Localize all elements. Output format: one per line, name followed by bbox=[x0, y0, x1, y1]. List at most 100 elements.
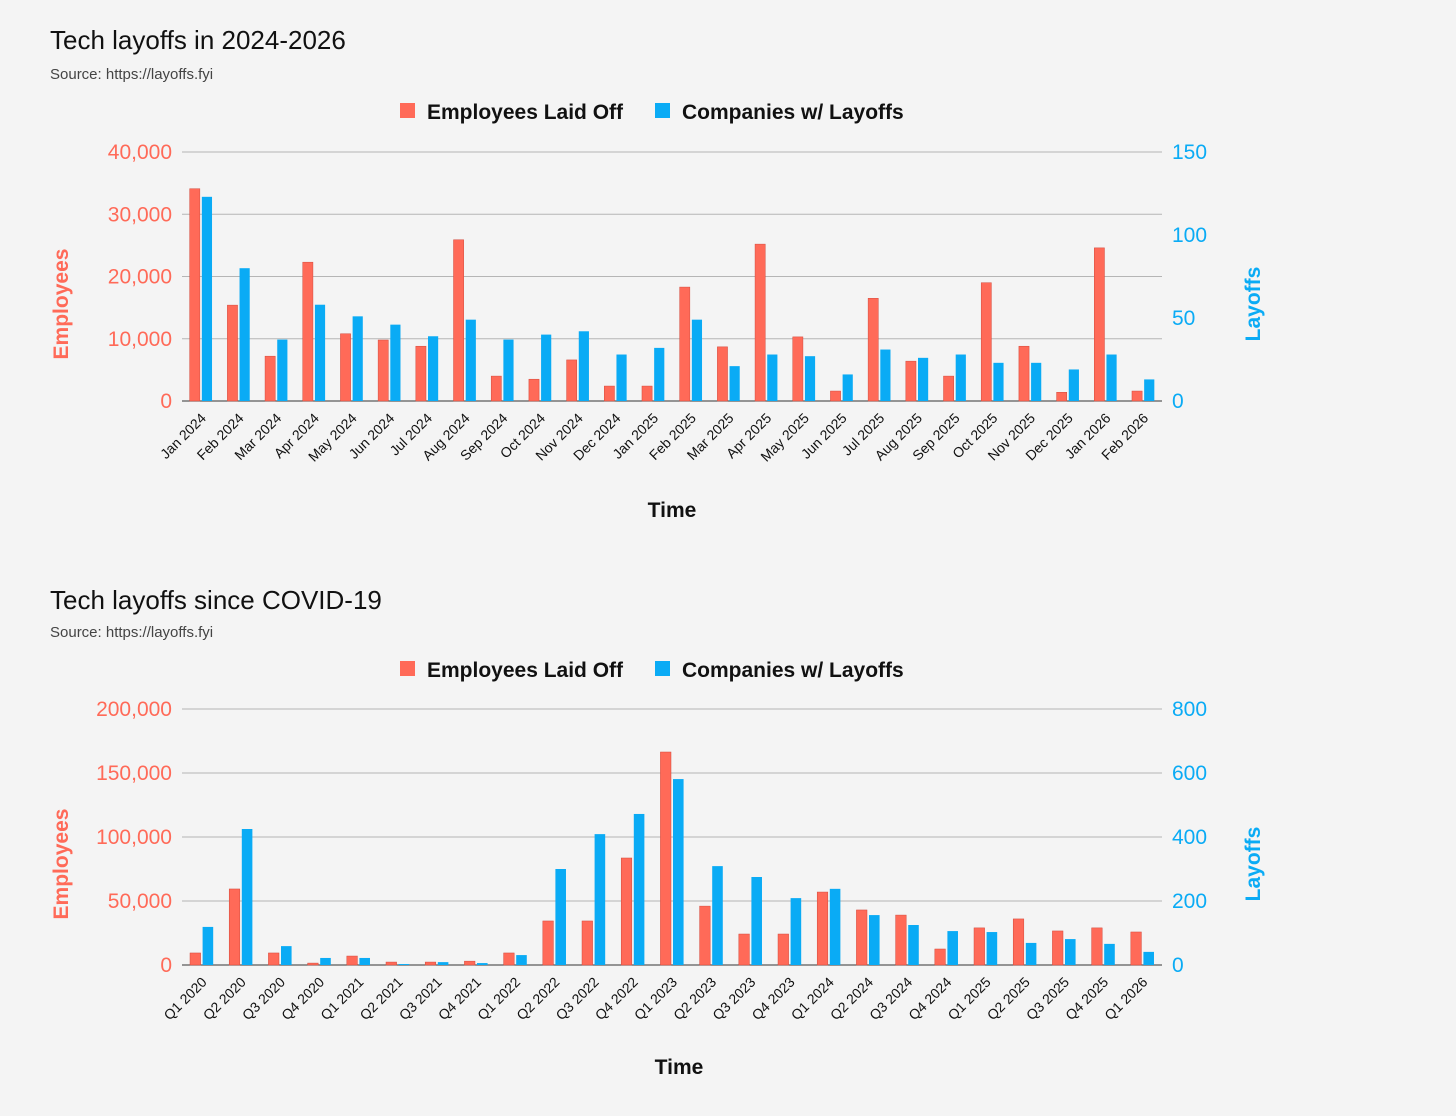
bar-companies bbox=[477, 963, 488, 965]
bar-companies bbox=[516, 955, 527, 965]
bar-employees bbox=[1094, 247, 1105, 402]
chart-2: Tech layoffs since COVID-19 Source: https… bbox=[50, 585, 1265, 1079]
bar-companies bbox=[616, 354, 627, 401]
bar-employees bbox=[816, 891, 829, 966]
bar-companies bbox=[712, 866, 723, 965]
bar-companies bbox=[1106, 354, 1117, 401]
legend-label-companies: Companies w/ Layoffs bbox=[682, 101, 904, 124]
bar-companies bbox=[673, 779, 684, 965]
bar-employees bbox=[1052, 930, 1064, 966]
bar-employees bbox=[1091, 927, 1103, 966]
bar-companies bbox=[541, 334, 552, 401]
bar-companies bbox=[1068, 369, 1079, 401]
y-tick-label: 100,000 bbox=[96, 826, 172, 849]
y2-axis-title: Layoffs bbox=[1242, 827, 1265, 902]
legend-swatch-companies bbox=[655, 103, 670, 118]
bar-employees bbox=[424, 961, 437, 966]
y-axis-title: Employees bbox=[50, 249, 73, 360]
bar-companies bbox=[986, 932, 998, 965]
bar-companies bbox=[790, 898, 802, 965]
bar-employees bbox=[980, 282, 992, 402]
bar-companies bbox=[359, 957, 370, 965]
bar-employees bbox=[1131, 390, 1143, 402]
legend: Employees Laid Off Companies w/ Layoffs bbox=[400, 659, 904, 682]
bar-employees bbox=[385, 961, 397, 966]
legend-swatch-companies bbox=[655, 661, 670, 676]
y2-tick-label: 200 bbox=[1172, 890, 1207, 913]
y-tick-label: 200,000 bbox=[96, 698, 172, 721]
bar-employees bbox=[905, 360, 917, 402]
y-tick-label: 50,000 bbox=[108, 890, 172, 913]
bar-companies bbox=[751, 877, 762, 965]
x-axis-title: Time bbox=[655, 1056, 704, 1079]
y2-axis-title: Layoffs bbox=[1242, 267, 1265, 342]
bar-employees bbox=[943, 375, 954, 402]
bar-companies bbox=[1144, 379, 1155, 401]
bar-employees bbox=[620, 857, 633, 966]
bar-companies bbox=[908, 925, 919, 965]
bar-employees bbox=[581, 920, 593, 966]
bar-employees bbox=[641, 385, 653, 402]
bar-employees bbox=[1018, 345, 1030, 402]
bar-companies bbox=[503, 339, 514, 401]
bar-employees bbox=[542, 920, 554, 966]
y2-tick-label: 0 bbox=[1172, 954, 1184, 977]
bar-employees bbox=[604, 385, 615, 402]
bar-employees bbox=[302, 261, 314, 402]
bar-employees bbox=[490, 375, 502, 402]
bar-employees bbox=[264, 355, 276, 402]
bar-employees bbox=[856, 909, 868, 966]
legend-label-employees: Employees Laid Off bbox=[427, 659, 624, 682]
bar-employees bbox=[340, 333, 351, 402]
chart-title: Tech layoffs in 2024-2026 bbox=[50, 25, 346, 55]
y2-tick-label: 100 bbox=[1172, 224, 1207, 247]
bar-companies bbox=[947, 931, 958, 965]
bar-employees bbox=[346, 955, 358, 966]
y-tick-label: 0 bbox=[160, 954, 172, 977]
bar-companies bbox=[1104, 943, 1115, 965]
bar-employees bbox=[660, 751, 672, 966]
bar-companies bbox=[437, 962, 449, 965]
bar-employees bbox=[1130, 931, 1142, 966]
bar-companies bbox=[465, 319, 476, 401]
bar-companies bbox=[1031, 362, 1042, 401]
bar-employees bbox=[867, 298, 879, 402]
y2-tick-label: 400 bbox=[1172, 826, 1207, 849]
bar-employees bbox=[1012, 918, 1025, 966]
y-tick-label: 150,000 bbox=[96, 762, 172, 785]
bar-companies bbox=[578, 331, 589, 401]
bar-employees bbox=[307, 962, 319, 966]
bar-employees bbox=[679, 286, 691, 402]
bar-employees bbox=[1056, 392, 1068, 402]
x-tick-label: Q1 2026 bbox=[1101, 974, 1150, 1023]
y-tick-label: 20,000 bbox=[108, 266, 172, 289]
bar-companies bbox=[691, 319, 703, 401]
bar-companies bbox=[320, 957, 331, 965]
bar-companies bbox=[918, 357, 929, 401]
y2-tick-label: 800 bbox=[1172, 698, 1207, 721]
bar-companies bbox=[239, 268, 250, 401]
legend-label-companies: Companies w/ Layoffs bbox=[682, 659, 904, 682]
y2-tick-label: 600 bbox=[1172, 762, 1207, 785]
bar-companies bbox=[804, 356, 816, 401]
bar-companies bbox=[202, 926, 214, 965]
chart-subtitle: Source: https://layoffs.fyi bbox=[50, 624, 213, 641]
y-tick-label: 30,000 bbox=[108, 203, 172, 226]
x-axis-title: Time bbox=[648, 499, 697, 522]
bar-employees bbox=[464, 960, 476, 966]
bar-employees bbox=[415, 345, 427, 402]
legend-swatch-employees bbox=[400, 661, 415, 676]
chart-subtitle: Source: https://layoffs.fyi bbox=[50, 66, 213, 83]
bar-employees bbox=[189, 952, 201, 966]
bar-companies bbox=[869, 915, 880, 965]
y-tick-label: 40,000 bbox=[108, 141, 172, 164]
bar-companies bbox=[654, 347, 665, 401]
bar-employees bbox=[895, 914, 907, 966]
y2-tick-label: 50 bbox=[1172, 307, 1195, 330]
bar-employees bbox=[228, 888, 241, 966]
bar-companies bbox=[281, 946, 292, 965]
y-tick-label: 10,000 bbox=[108, 328, 172, 351]
legend: Employees Laid Off Companies w/ Layoffs bbox=[400, 101, 904, 124]
bar-employees bbox=[227, 304, 238, 402]
chart-1: Tech layoffs in 2024-2026 Source: https:/… bbox=[50, 25, 1265, 522]
